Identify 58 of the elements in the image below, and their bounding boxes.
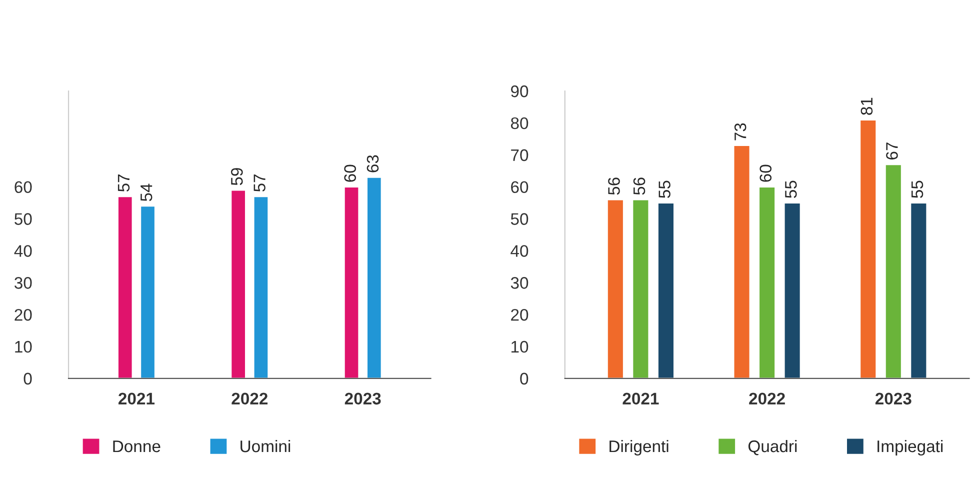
y-tick-label: 0 — [520, 372, 528, 385]
x-tick-label: 2022 — [232, 392, 268, 405]
x-tick-label: 2023 — [875, 392, 912, 405]
data-label: 57 — [254, 174, 266, 192]
y-tick-label: 60 — [14, 181, 32, 194]
y-tick-label: 0 — [24, 372, 32, 385]
legend-label: Dirigenti — [610, 440, 668, 456]
data-label: 63 — [366, 155, 379, 172]
legend-label: Quadri — [748, 440, 797, 456]
data-label: 55 — [658, 180, 670, 198]
y-tick-label: 20 — [14, 308, 32, 321]
bar — [140, 205, 156, 378]
bar — [343, 186, 360, 378]
data-label: 81 — [860, 98, 873, 115]
y-tick-label: 30 — [510, 277, 528, 289]
x-tick-label: 2022 — [749, 392, 785, 405]
data-label: 54 — [140, 184, 152, 202]
bar — [230, 189, 246, 378]
bar — [657, 202, 675, 378]
bar — [758, 186, 776, 378]
x-tick-label: 2023 — [344, 392, 381, 405]
y-tick-label: 40 — [510, 245, 528, 257]
data-label: 67 — [886, 142, 898, 160]
data-label: 57 — [118, 174, 130, 192]
bar — [252, 196, 270, 378]
data-label: 55 — [785, 180, 797, 198]
bar — [859, 119, 878, 378]
bar — [884, 164, 902, 378]
data-label: 56 — [633, 178, 646, 195]
bar — [910, 202, 928, 378]
y-tick-label: 50 — [510, 213, 528, 225]
bar — [606, 198, 624, 378]
bar — [117, 196, 134, 378]
bar — [366, 176, 382, 378]
legend-label: Impiegati — [878, 440, 943, 456]
y-tick-label: 90 — [511, 85, 528, 98]
data-label: 55 — [912, 180, 924, 198]
y-tick-label: 10 — [512, 340, 528, 353]
x-tick-label: 2021 — [118, 392, 155, 405]
data-label: 56 — [608, 178, 620, 195]
bar — [783, 202, 802, 378]
bar — [732, 144, 751, 378]
data-label: 59 — [230, 168, 243, 186]
x-tick-label: 2021 — [622, 392, 659, 405]
y-tick-label: 70 — [511, 149, 528, 162]
y-tick-label: 10 — [15, 340, 32, 353]
data-label: 60 — [760, 164, 772, 182]
bar — [632, 198, 650, 378]
legend-label: Uomini — [240, 440, 290, 452]
y-tick-label: 50 — [14, 213, 32, 225]
y-tick-label: 40 — [14, 245, 32, 257]
y-tick-label: 80 — [510, 117, 528, 130]
data-label: 73 — [734, 123, 746, 140]
data-label: 60 — [344, 164, 356, 182]
y-tick-label: 20 — [511, 308, 528, 321]
y-tick-label: 60 — [511, 181, 528, 194]
y-tick-label: 30 — [14, 277, 32, 289]
legend-label: Donne — [113, 440, 160, 452]
